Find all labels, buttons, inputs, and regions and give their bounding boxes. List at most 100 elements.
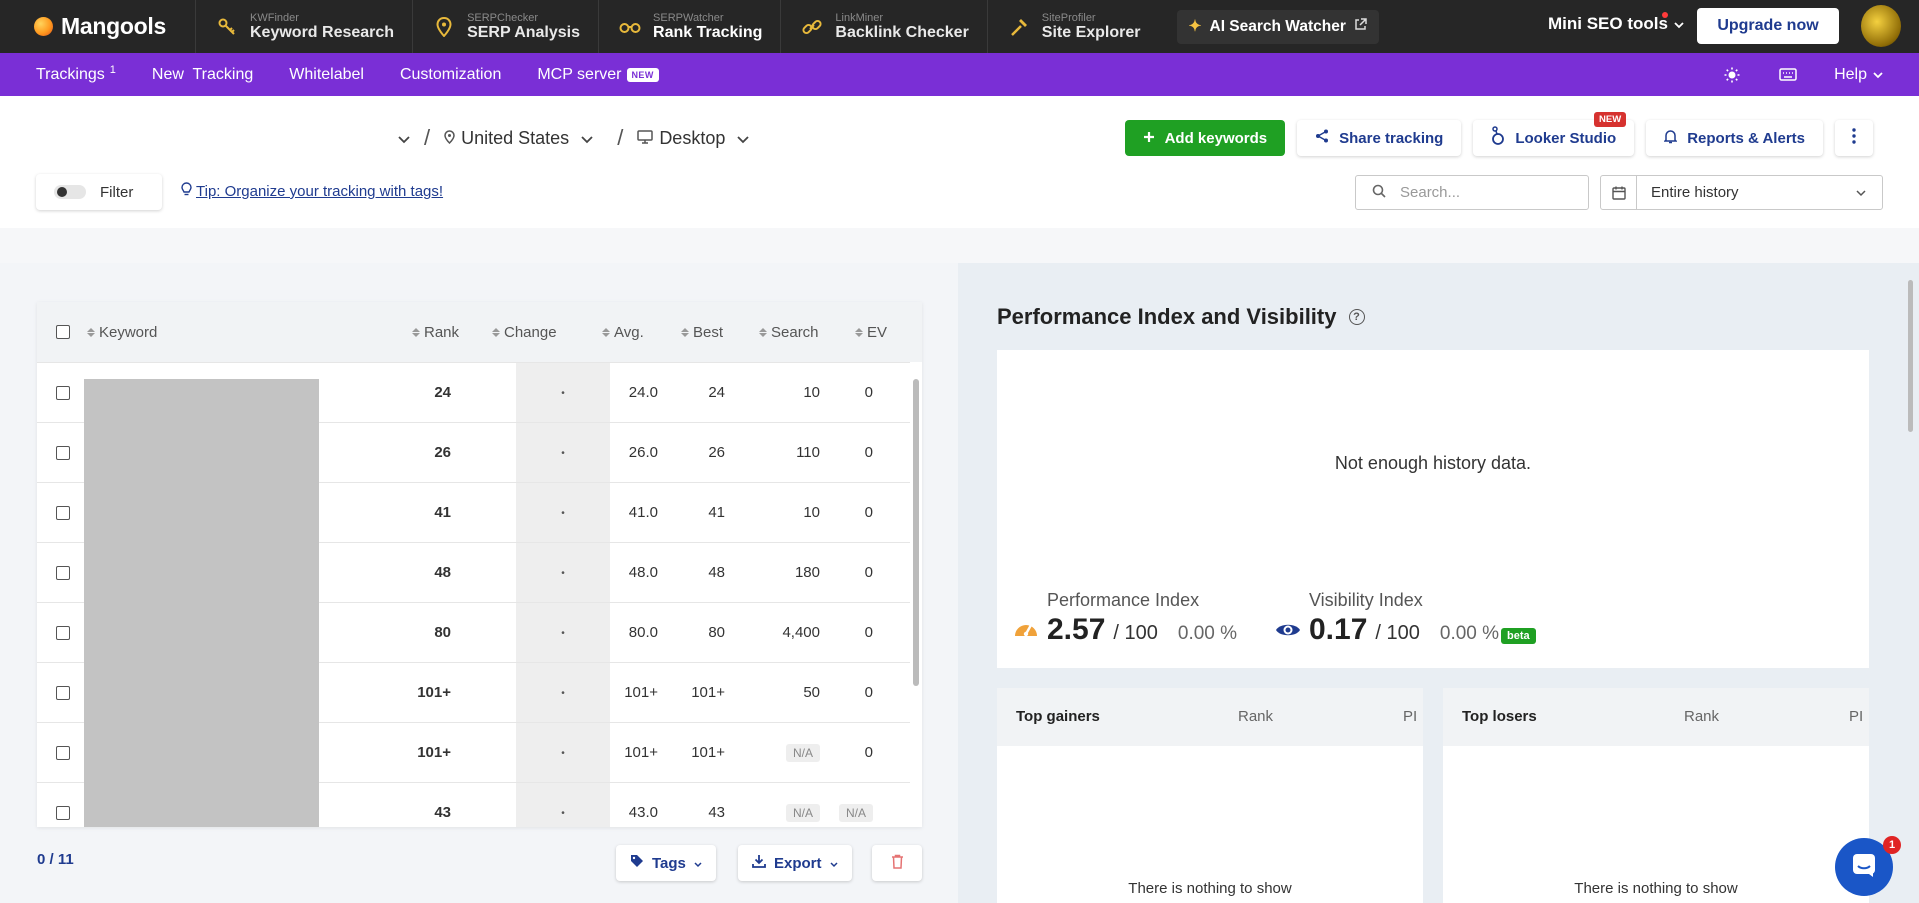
tool-serpwatcher[interactable]: SERPWatcher Rank Tracking — [598, 0, 780, 53]
ev-cell: 0 — [864, 624, 873, 641]
tool-serpchecker[interactable]: SERPChecker SERP Analysis — [412, 0, 598, 53]
nav-mcp-server[interactable]: MCP server NEW — [537, 66, 659, 84]
column-avg[interactable]: Avg. — [602, 324, 644, 341]
chevron-down-icon[interactable] — [398, 128, 410, 149]
table-row[interactable]: 101+ • 101+ 101+ N/A 0 — [37, 722, 910, 783]
brand-logo[interactable]: Mangools — [0, 0, 195, 53]
filter-label: Filter — [100, 183, 134, 201]
nav-customization[interactable]: Customization — [399, 65, 502, 83]
column-search[interactable]: Search — [759, 324, 819, 341]
search-cell: 10 — [803, 504, 820, 521]
share-tracking-label: Share tracking — [1339, 129, 1444, 147]
add-keywords-button[interactable]: Add keywords — [1124, 120, 1286, 156]
row-checkbox[interactable] — [56, 386, 70, 400]
column-ev-label: EV — [867, 324, 888, 341]
tip-link[interactable]: Tip: Organize your tracking with tags! — [181, 182, 443, 201]
visibility-index-label: Visibility Index — [1309, 590, 1423, 610]
visibility-index-change: 0.00 % — [1439, 623, 1500, 644]
reports-alerts-button[interactable]: Reports & Alerts — [1646, 120, 1823, 156]
theme-toggle-icon[interactable] — [1722, 65, 1742, 85]
row-checkbox[interactable] — [56, 686, 70, 700]
sort-icon — [602, 328, 610, 337]
help-icon[interactable]: ? — [1348, 309, 1365, 325]
more-options-button[interactable] — [1835, 120, 1873, 156]
row-checkbox[interactable] — [56, 446, 70, 460]
share-icon — [1315, 129, 1329, 147]
row-checkbox[interactable] — [56, 566, 70, 580]
kebab-menu-icon — [1852, 128, 1856, 148]
tool-sub-label: LinkMiner — [835, 11, 884, 24]
device-selector[interactable]: Desktop — [637, 128, 749, 149]
table-row[interactable]: 41 • 41.0 41 10 0 — [37, 482, 910, 543]
chat-icon — [1851, 852, 1877, 882]
location-selector[interactable]: United States — [444, 128, 593, 149]
ai-search-watcher-button[interactable]: ✦ AI Search Watcher — [1176, 9, 1379, 44]
column-keyword[interactable]: Keyword — [87, 324, 157, 341]
help-menu[interactable]: Help — [1834, 66, 1883, 84]
filter-toggle[interactable]: Filter — [36, 174, 162, 210]
secondary-navbar: Trackings 1 New Tracking Whitelabel Cust… — [0, 53, 1919, 96]
top-losers-title: Top losers — [1462, 708, 1537, 725]
share-tracking-button[interactable]: Share tracking — [1297, 120, 1462, 156]
column-best[interactable]: Best — [681, 324, 723, 341]
table-row[interactable]: 43 • 43.0 43 N/A N/A — [37, 782, 910, 827]
performance-index-change: 0.00 % — [1177, 623, 1238, 644]
top-gainers-rank: Rank — [1238, 708, 1274, 725]
avg-cell: 101+ — [624, 684, 658, 701]
change-cell: • — [516, 483, 610, 543]
bell-icon — [1663, 129, 1678, 148]
row-checkbox[interactable] — [56, 626, 70, 640]
device-label: Desktop — [659, 127, 726, 148]
nav-whitelabel[interactable]: Whitelabel — [289, 65, 364, 83]
notification-dot — [1661, 12, 1668, 18]
row-checkbox[interactable] — [56, 746, 70, 760]
nav-new-tracking[interactable]: New Tracking — [151, 65, 254, 83]
toggle-switch[interactable] — [54, 185, 86, 199]
avg-cell: 41.0 — [628, 504, 658, 521]
user-avatar[interactable] — [1861, 5, 1901, 47]
link-icon — [801, 16, 823, 38]
tool-kwfinder[interactable]: KWFinder Keyword Research — [195, 0, 412, 53]
keyword-search[interactable] — [1355, 175, 1589, 210]
table-row[interactable]: 48 • 48.0 48 180 0 — [37, 542, 910, 603]
mini-seo-tools-dropdown[interactable]: Mini SEO tools — [1548, 12, 1684, 34]
search-cell: N/A — [785, 744, 820, 762]
keyboard-icon[interactable] — [1778, 65, 1798, 85]
search-icon — [1372, 184, 1386, 202]
top-gainers-title: Top gainers — [1016, 708, 1100, 725]
avg-cell: 101+ — [624, 744, 658, 761]
eye-icon — [1275, 621, 1301, 643]
add-keywords-label: Add keywords — [1164, 129, 1268, 147]
nav-trackings[interactable]: Trackings 1 — [36, 64, 116, 84]
export-button[interactable]: Export — [738, 845, 852, 881]
visibility-index-value: 0.17 — [1309, 613, 1368, 646]
keywords-table: Keyword Rank Change Avg. Best Search EV … — [37, 302, 922, 827]
table-row[interactable]: 26 • 26.0 26 110 0 — [37, 422, 910, 483]
ev-cell: 0 — [864, 684, 873, 701]
upgrade-now-button[interactable]: Upgrade now — [1697, 8, 1839, 44]
table-row[interactable]: 24 • 24.0 24 10 0 — [37, 362, 910, 423]
delete-button[interactable] — [872, 845, 922, 881]
ev-cell: 0 — [864, 504, 873, 521]
column-rank[interactable]: Rank — [412, 324, 459, 341]
mangools-logo-icon — [34, 17, 53, 36]
rank-cell: 24 — [434, 384, 451, 401]
column-ev[interactable]: EV — [855, 324, 887, 341]
looker-studio-button[interactable]: NEW Looker Studio — [1473, 112, 1635, 156]
table-row[interactable]: 101+ • 101+ 101+ 50 0 — [37, 662, 910, 723]
performance-index: Performance Index 2.57 / 100 0.00 % — [1013, 590, 1237, 647]
page-scrollbar[interactable] — [1908, 280, 1913, 432]
tags-button[interactable]: Tags — [616, 845, 716, 881]
no-history-message: Not enough history data. — [1334, 453, 1532, 473]
tool-siteprofiler[interactable]: SiteProfiler Site Explorer — [986, 0, 1159, 53]
date-range-select[interactable]: Entire history — [1600, 175, 1883, 210]
select-all-checkbox[interactable] — [56, 325, 70, 339]
column-change[interactable]: Change — [492, 324, 557, 341]
table-row[interactable]: 80 • 80.0 80 4,400 0 — [37, 602, 910, 663]
row-checkbox[interactable] — [56, 806, 70, 820]
search-input[interactable] — [1400, 184, 1570, 201]
row-checkbox[interactable] — [56, 506, 70, 520]
table-scrollbar[interactable] — [913, 379, 919, 686]
sort-icon — [492, 328, 500, 337]
tool-linkminer[interactable]: LinkMiner Backlink Checker — [780, 0, 986, 53]
